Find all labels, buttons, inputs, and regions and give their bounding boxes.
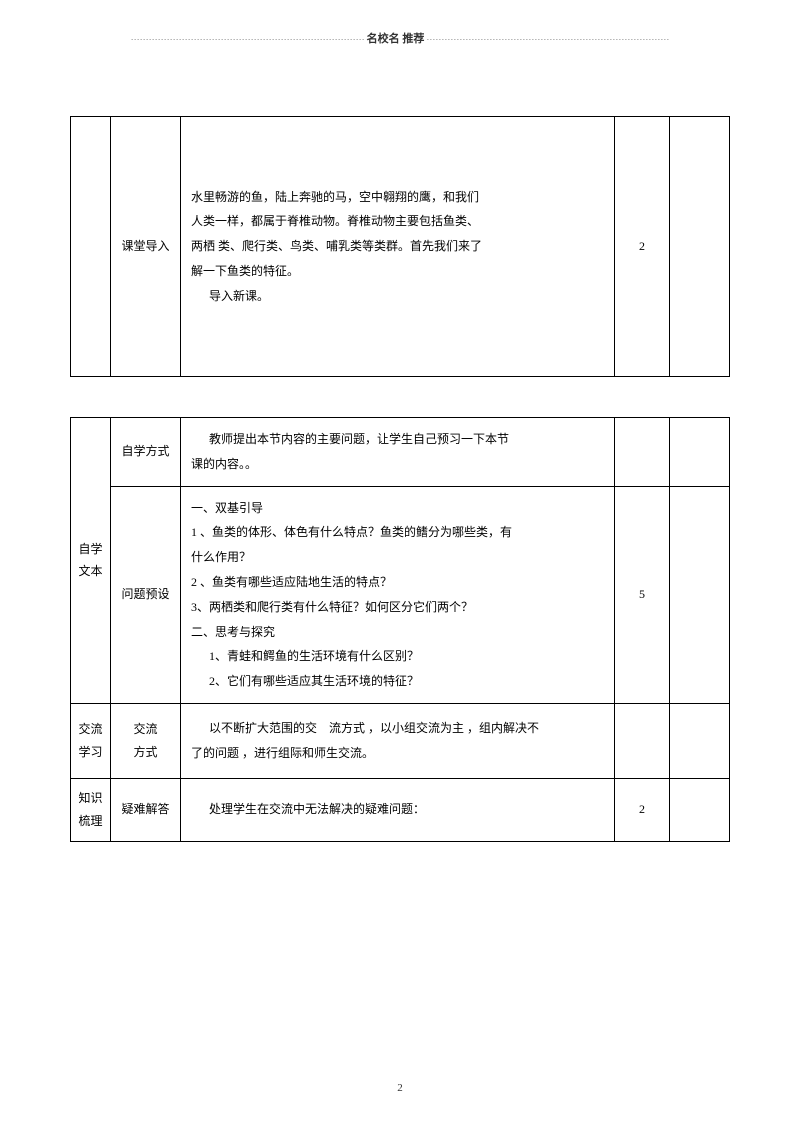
header-dots-right: ⋯⋯⋯⋯⋯⋯⋯⋯⋯⋯⋯⋯⋯⋯⋯⋯⋯⋯⋯⋯⋯⋯⋯⋯⋯⋯⋯ — [426, 34, 669, 44]
t2r2-q1a: 1 、鱼类的体形、体色有什么特点？鱼类的鳍分为哪些类，有 — [191, 521, 604, 544]
t1-line5: 导入新课。 — [191, 285, 604, 308]
t1-line2: 人类一样，都属于脊椎动物。脊椎动物主要包括鱼类、 — [191, 210, 604, 233]
table2-group1-label: 自学 文本 — [71, 418, 111, 704]
t2r3-l1: 以不断扩大范围的交 流方式 ，以小组交流为主 ，组内解决不 — [191, 717, 604, 740]
t1-line4: 解一下鱼类的特征。 — [191, 260, 604, 283]
table2-row2-empty — [670, 486, 730, 703]
table1-row1-label: 课堂导入 — [111, 117, 181, 377]
t2r2-q3: 3、两栖类和爬行类有什么特征？如何区分它们两个？ — [191, 596, 604, 619]
table2-row4-content: 处理学生在交流中无法解决的疑难问题： — [181, 778, 615, 841]
t2r2-q1b: 什么作用？ — [191, 546, 604, 569]
t2r2-q5: 2、它们有哪些适应其生活环境的特征？ — [191, 670, 604, 693]
table1-col-a — [71, 117, 111, 377]
t1-line3: 两栖 类、爬行类、鸟类、哺乳类等类群。首先我们来了 — [191, 235, 604, 258]
t2r2-q4: 1、青蛙和鳄鱼的生活环境有什么区别？ — [191, 645, 604, 668]
table2-group3-label: 交流 学习 — [71, 703, 111, 778]
t2r2-h1: 一、双基引导 — [191, 497, 604, 520]
table2-row1-content: 教师提出本节内容的主要问题，让学生自己预习一下本节 课的内容。。 — [181, 418, 615, 487]
page-number: 2 — [70, 1082, 730, 1094]
table1-row1-time: 2 — [615, 117, 670, 377]
table-1: 课堂导入 水里畅游的鱼，陆上奔驰的马，空中翱翔的鹰，和我们 人类一样，都属于脊椎… — [70, 116, 730, 377]
table-2: 自学 文本 自学方式 教师提出本节内容的主要问题，让学生自己预习一下本节 课的内… — [70, 417, 730, 842]
table1-row1-empty — [670, 117, 730, 377]
document-page: ⋯⋯⋯⋯⋯⋯⋯⋯⋯⋯⋯⋯⋯⋯⋯⋯⋯⋯⋯⋯⋯⋯⋯⋯⋯⋯名校名 推荐⋯⋯⋯⋯⋯⋯⋯⋯… — [0, 0, 800, 1134]
header-line: ⋯⋯⋯⋯⋯⋯⋯⋯⋯⋯⋯⋯⋯⋯⋯⋯⋯⋯⋯⋯⋯⋯⋯⋯⋯⋯名校名 推荐⋯⋯⋯⋯⋯⋯⋯⋯… — [70, 30, 730, 46]
table2-row4-label: 疑难解答 — [111, 778, 181, 841]
table2-row1-empty — [670, 418, 730, 487]
table2-row1-label: 自学方式 — [111, 418, 181, 487]
table2-row2-time: 5 — [615, 486, 670, 703]
table2-row3-time — [615, 703, 670, 778]
t2r3-l2: 了的问题 ，进行组际和师生交流。 — [191, 742, 604, 765]
t2r4-c: 处理学生在交流中无法解决的疑难问题： — [191, 798, 604, 821]
t2r2-h2: 二、思考与探究 — [191, 621, 604, 644]
table2-row4-time: 2 — [615, 778, 670, 841]
t1-line1: 水里畅游的鱼，陆上奔驰的马，空中翱翔的鹰，和我们 — [191, 186, 604, 209]
table2-row2-label: 问题预设 — [111, 486, 181, 703]
table2-row2-content: 一、双基引导 1 、鱼类的体形、体色有什么特点？鱼类的鳍分为哪些类，有 什么作用… — [181, 486, 615, 703]
table2-row3-label: 交流 方式 — [111, 703, 181, 778]
t2r1-l1: 教师提出本节内容的主要问题，让学生自己预习一下本节 — [191, 428, 604, 451]
table2-row4-empty — [670, 778, 730, 841]
table2-row3-content: 以不断扩大范围的交 流方式 ，以小组交流为主 ，组内解决不 了的问题 ，进行组际… — [181, 703, 615, 778]
header-label: 名校名 推荐 — [367, 33, 425, 45]
table2-row3-empty — [670, 703, 730, 778]
header-dots-left: ⋯⋯⋯⋯⋯⋯⋯⋯⋯⋯⋯⋯⋯⋯⋯⋯⋯⋯⋯⋯⋯⋯⋯⋯⋯⋯ — [131, 34, 365, 44]
t2r2-q2: 2 、鱼类有哪些适应陆地生活的特点？ — [191, 571, 604, 594]
t2r1-l2: 课的内容。。 — [191, 453, 604, 476]
table1-row1-content: 水里畅游的鱼，陆上奔驰的马，空中翱翔的鹰，和我们 人类一样，都属于脊椎动物。脊椎… — [181, 117, 615, 377]
table2-row1-time — [615, 418, 670, 487]
table2-group4-label: 知识 梳理 — [71, 778, 111, 841]
